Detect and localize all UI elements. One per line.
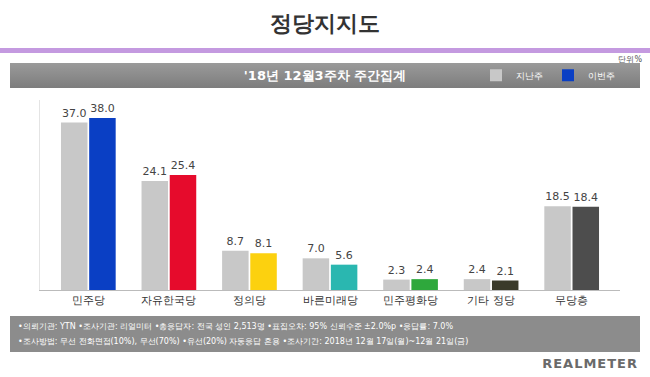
svg-text:24.1: 24.1 [143,165,168,178]
html-text:•조사방법: 무선 전화면접(10%), 무선(70%) •: •조사방법: 무선 전화면접(10%), 무선(70%) •유선(20%) 자동… [18,337,469,346]
svg-text:이번주: 이번주 [588,71,615,81]
svg-text:자유한국당: 자유한국당 [141,294,196,307]
svg-text:민주당: 민주당 [72,294,105,307]
html-text:정당지지도: 정당지지도 [270,11,380,36]
svg-text:정의당: 정의당 [233,294,266,307]
svg-text:18.5: 18.5 [545,190,570,203]
html-text:•의뢰기관: YTN •조사기관: 리얼미터 •총응답자:: •의뢰기관: YTN •조사기관: 리얼미터 •총응답자: 전국 성인 2,51… [18,322,453,331]
svg-text:기타 정당: 기타 정당 [467,294,515,307]
svg-text:2.4: 2.4 [468,263,486,276]
html-text:'18년 12월3주차 주간집계: '18년 12월3주차 주간집계 [243,68,407,83]
svg-text:38.0: 38.0 [90,102,115,115]
svg-text:2.3: 2.3 [388,264,406,277]
svg-text:8.7: 8.7 [227,235,245,248]
svg-text:8.1: 8.1 [255,237,272,250]
svg-text:25.4: 25.4 [171,159,196,172]
svg-text:지난주: 지난주 [516,71,543,81]
svg-text:7.0: 7.0 [307,242,325,255]
svg-text:5.6: 5.6 [335,249,353,262]
html-text:단위%: 단위% [618,55,642,64]
svg-text:민주평화당: 민주평화당 [383,294,438,307]
svg-text:2.1: 2.1 [496,265,513,278]
html-text:REALMETER: REALMETER [542,356,638,371]
svg-text:2.4: 2.4 [416,263,434,276]
svg-text:18.4: 18.4 [574,191,599,204]
svg-text:무당층: 무당층 [555,294,588,307]
svg-text:바른미래당: 바른미래당 [303,294,358,307]
svg-text:37.0: 37.0 [62,107,87,120]
